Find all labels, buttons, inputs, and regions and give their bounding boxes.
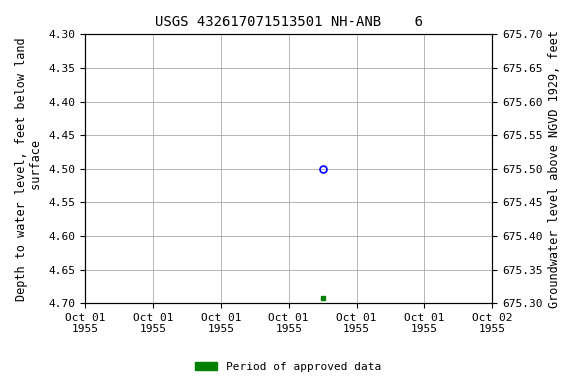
Legend: Period of approved data: Period of approved data [191, 358, 385, 377]
Title: USGS 432617071513501 NH-ANB    6: USGS 432617071513501 NH-ANB 6 [155, 15, 423, 29]
Y-axis label: Groundwater level above NGVD 1929, feet: Groundwater level above NGVD 1929, feet [548, 30, 561, 308]
Y-axis label: Depth to water level, feet below land
 surface: Depth to water level, feet below land su… [15, 37, 43, 301]
